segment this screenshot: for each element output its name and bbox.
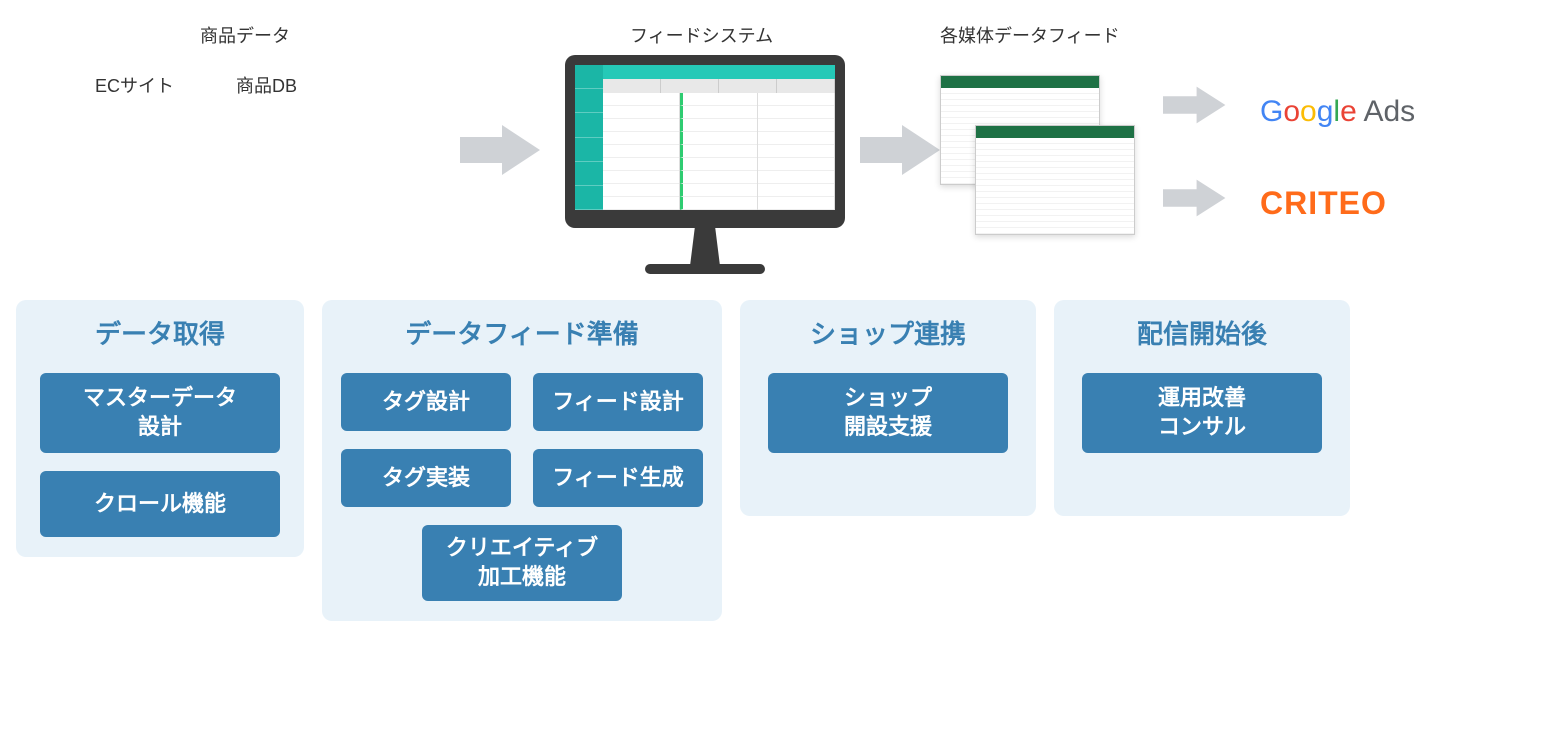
process-panel: ショップ連携ショップ開設支援 xyxy=(740,300,1036,516)
arrow-icon xyxy=(460,125,540,175)
label-ec-site: ECサイト xyxy=(95,72,174,98)
process-badge: フィード生成 xyxy=(533,449,703,507)
spreadsheet-illustration xyxy=(940,75,1140,245)
badge-row: 運用改善コンサル xyxy=(1082,373,1322,453)
panel-badges: ショップ開設支援 xyxy=(768,373,1008,453)
process-badge: 運用改善コンサル xyxy=(1082,373,1322,453)
process-badge: ショップ開設支援 xyxy=(768,373,1008,453)
arrow-icon xyxy=(1160,85,1230,125)
process-panel: 配信開始後運用改善コンサル xyxy=(1054,300,1350,516)
label-product-data: 商品データ xyxy=(200,22,290,48)
process-badge: マスターデータ設計 xyxy=(40,373,280,453)
panel-title: データ取得 xyxy=(95,314,225,351)
label-product-db: 商品DB xyxy=(236,72,297,98)
feed-system-monitor-illustration xyxy=(565,55,845,274)
panel-title: ショップ連携 xyxy=(810,314,966,351)
badge-row: タグ設計フィード設計 xyxy=(341,373,703,431)
badge-row: タグ実装フィード生成 xyxy=(341,449,703,507)
arrow-icon xyxy=(1160,178,1230,218)
criteo-logo: CRITEO xyxy=(1260,185,1387,222)
process-badge: タグ設計 xyxy=(341,373,511,431)
badge-row: マスターデータ設計 xyxy=(40,373,280,453)
flow-top-row: 商品データ ECサイト 商品DB フィードシステム 各媒体データフィード xyxy=(0,0,1557,280)
panel-badges: タグ設計フィード設計タグ実装フィード生成クリエイティブ加工機能 xyxy=(341,373,703,601)
google-ads-logo: Google Ads xyxy=(1260,95,1415,129)
panel-badges: マスターデータ設計クロール機能 xyxy=(40,373,280,537)
process-badge: クロール機能 xyxy=(40,471,280,537)
panel-badges: 運用改善コンサル xyxy=(1082,373,1322,453)
label-feed-system: フィードシステム xyxy=(630,22,773,48)
process-badge: フィード設計 xyxy=(533,373,703,431)
process-panel: データ取得マスターデータ設計クロール機能 xyxy=(16,300,304,557)
badge-row: クロール機能 xyxy=(40,471,280,537)
panel-title: データフィード準備 xyxy=(405,314,638,351)
process-badge: タグ実装 xyxy=(341,449,511,507)
process-badge: クリエイティブ加工機能 xyxy=(422,525,622,601)
panel-title: 配信開始後 xyxy=(1137,314,1267,351)
arrow-icon xyxy=(860,125,940,175)
badge-row: クリエイティブ加工機能 xyxy=(422,525,622,601)
label-media-feed: 各媒体データフィード xyxy=(940,22,1120,48)
badge-row: ショップ開設支援 xyxy=(768,373,1008,453)
process-panels-row: データ取得マスターデータ設計クロール機能データフィード準備タグ設計フィード設計タ… xyxy=(16,300,1541,621)
process-panel: データフィード準備タグ設計フィード設計タグ実装フィード生成クリエイティブ加工機能 xyxy=(322,300,722,621)
